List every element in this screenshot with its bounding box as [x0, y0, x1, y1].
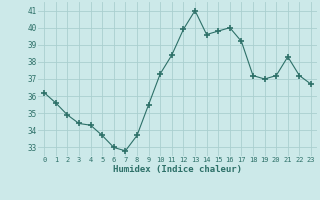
X-axis label: Humidex (Indice chaleur): Humidex (Indice chaleur): [113, 165, 242, 174]
